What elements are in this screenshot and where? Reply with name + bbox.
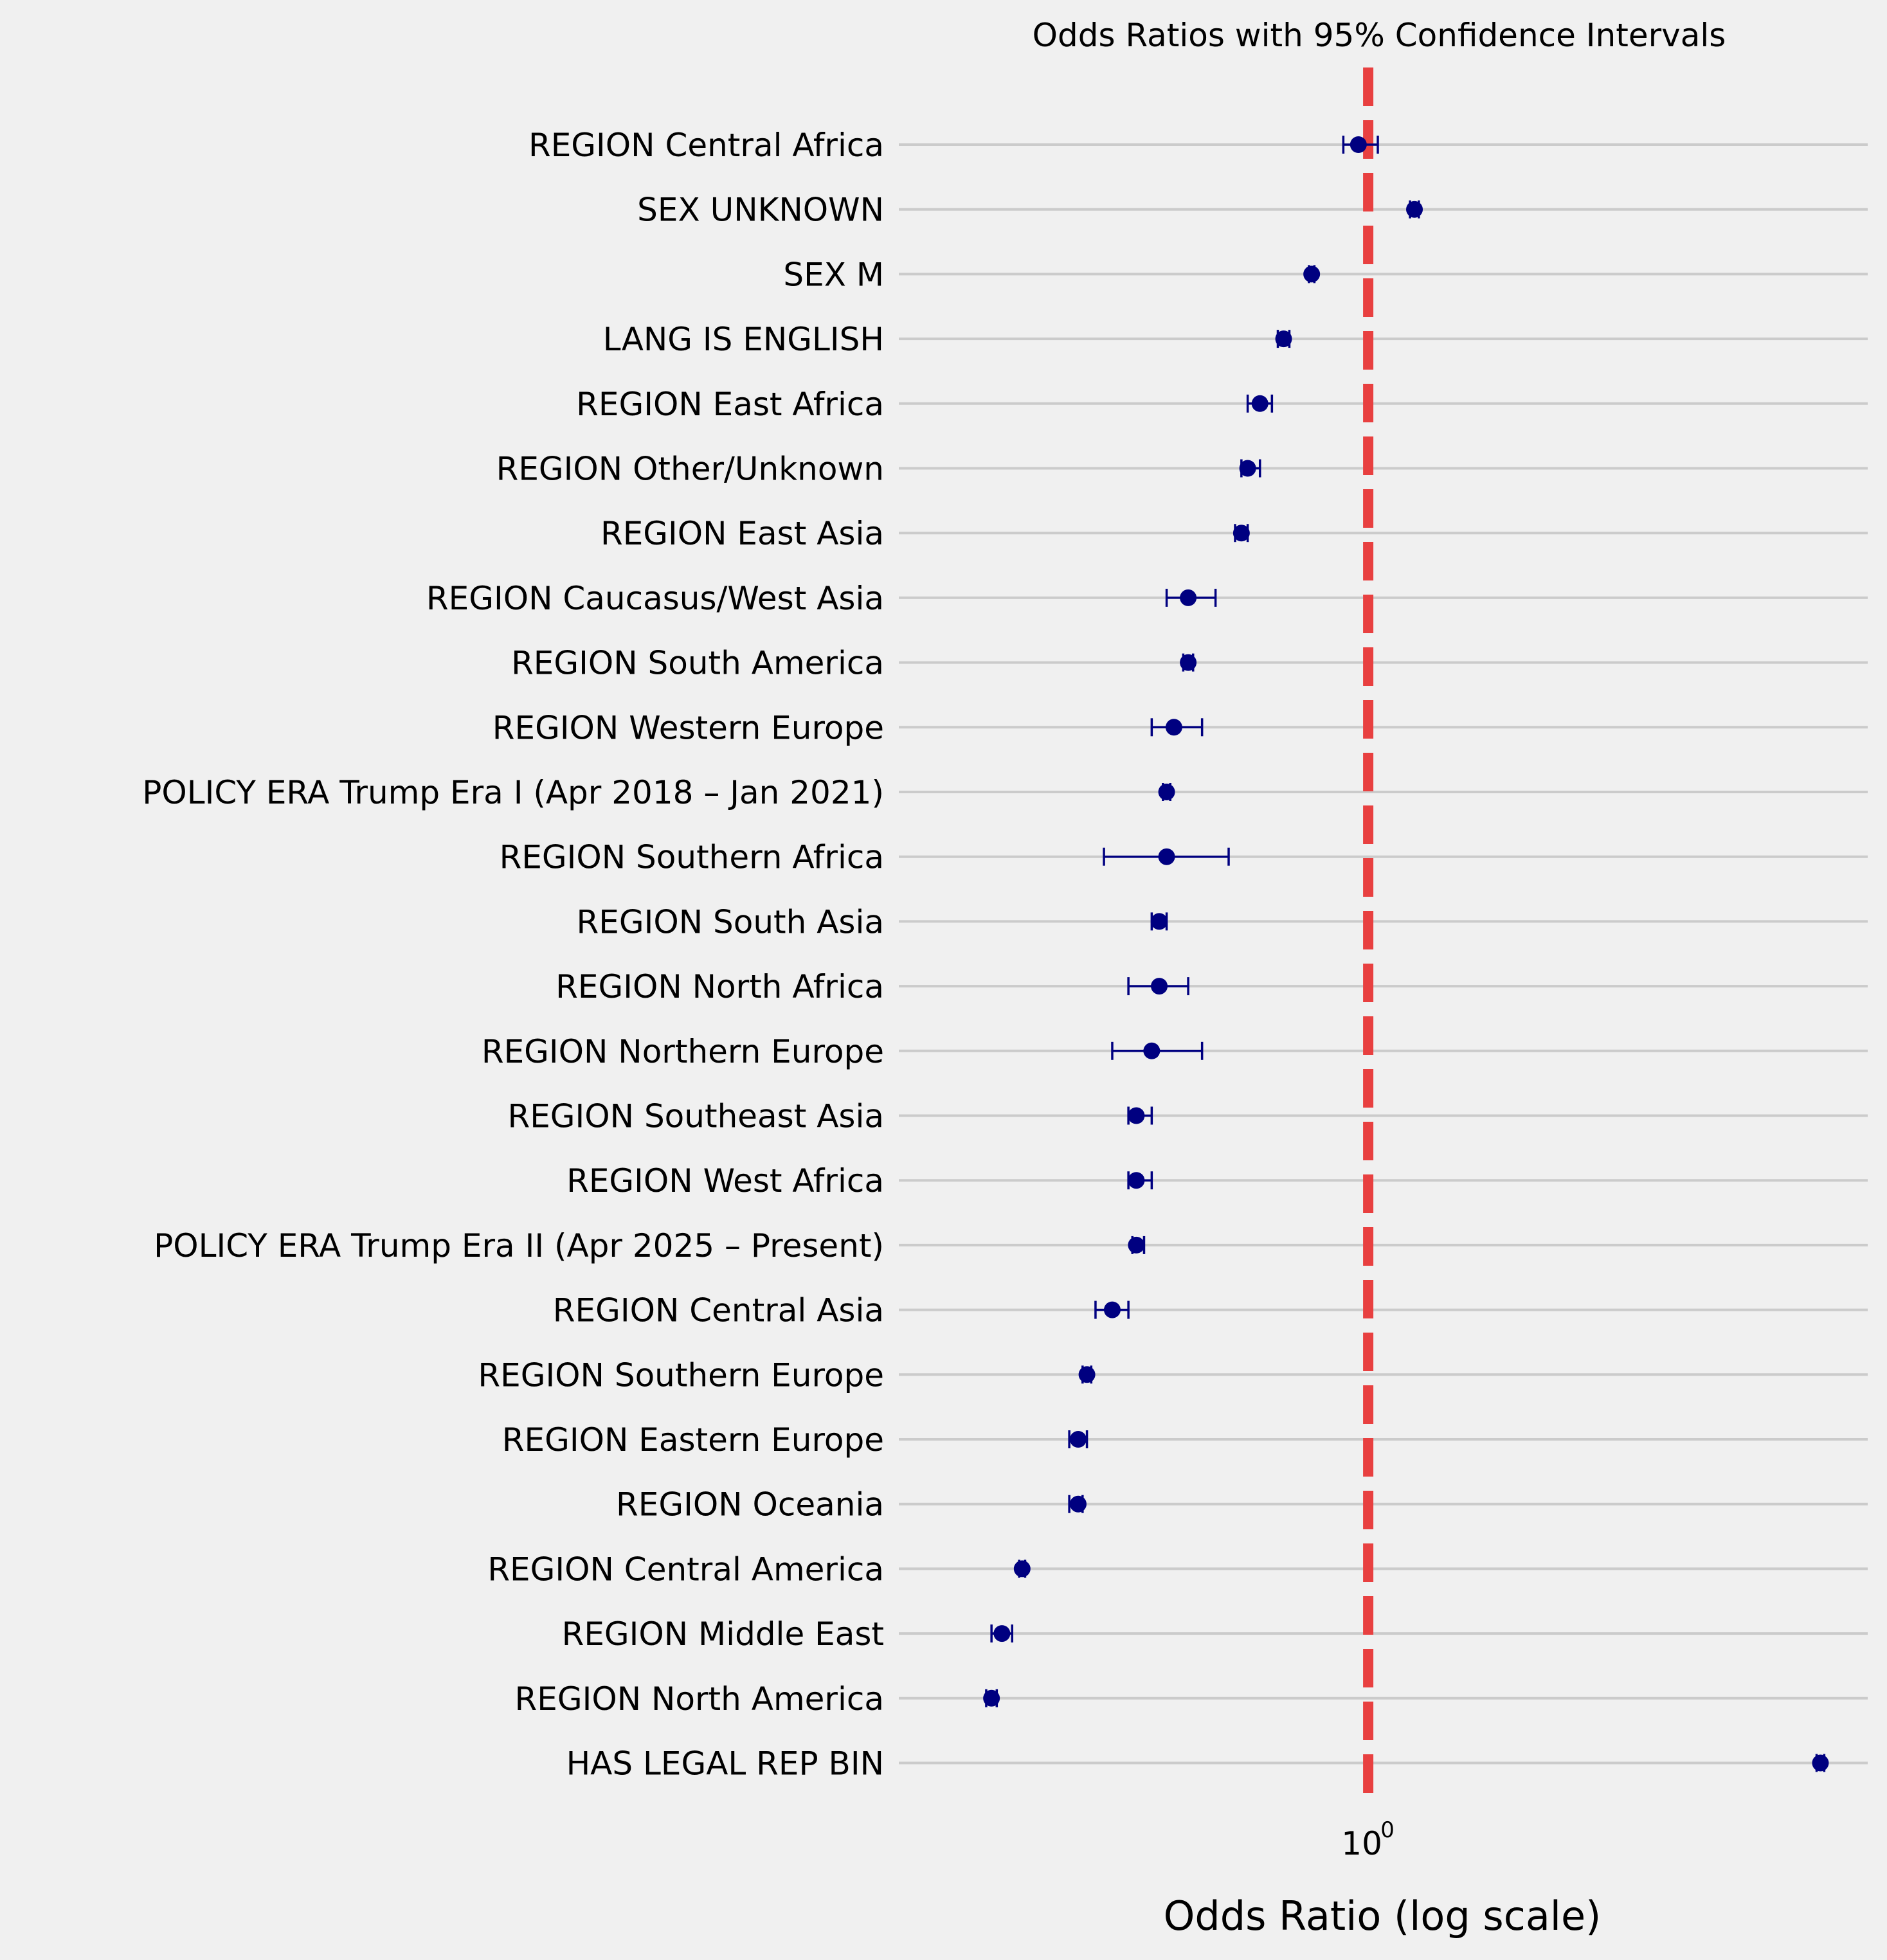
odds-ratio-point <box>1812 1754 1829 1772</box>
odds-ratio-point <box>1406 201 1423 218</box>
x-tick-labels: 100 <box>1341 1817 1395 1862</box>
odds-ratio-point <box>1103 1301 1121 1318</box>
odds-ratio-point <box>983 1689 1000 1707</box>
grid-lines <box>899 143 1868 1765</box>
y-tick-label: SEX UNKNOWN <box>637 192 884 229</box>
y-tick-label: REGION South Asia <box>577 903 884 940</box>
odds-ratio-point <box>1013 1560 1031 1578</box>
odds-ratio-points <box>983 136 1829 1772</box>
y-tick-label: REGION Central Asia <box>553 1292 884 1329</box>
y-tick-label: LANG IS ENGLISH <box>603 321 884 358</box>
y-tick-label: REGION Caucasus/West Asia <box>426 580 884 617</box>
y-tick-label: REGION Western Europe <box>492 709 884 746</box>
odds-ratio-point <box>1239 460 1256 477</box>
odds-ratio-point <box>1078 1366 1096 1383</box>
odds-ratio-point <box>1158 784 1175 800</box>
x-axis-label: Odds Ratio (log scale) <box>1164 1893 1602 1939</box>
odds-ratio-point <box>1069 1495 1087 1513</box>
y-tick-label: REGION Southern Europe <box>478 1356 884 1394</box>
y-tick-label: REGION West Africa <box>566 1162 884 1200</box>
y-tick-labels: REGION Central Africa SEX UNKNOWN SEX M LAN… <box>142 127 884 1783</box>
y-tick-label: REGION Southeast Asia <box>507 1098 884 1135</box>
y-tick-label: REGION Middle East <box>562 1615 884 1653</box>
y-tick-label: SEX M <box>783 256 884 293</box>
y-tick-label: REGION Northern Europe <box>482 1033 884 1070</box>
y-tick-label: REGION North Africa <box>555 968 884 1005</box>
y-tick-label: REGION Central Africa <box>528 127 884 164</box>
odds-ratio-point <box>1180 654 1197 671</box>
odds-ratio-point <box>1303 265 1321 283</box>
odds-ratio-point <box>1180 589 1197 606</box>
odds-ratio-point <box>1143 1042 1160 1059</box>
y-tick-label: REGION Southern Africa <box>500 839 884 876</box>
confidence-intervals <box>985 136 1826 1772</box>
y-tick-label: HAS LEGAL REP BIN <box>566 1745 884 1783</box>
y-tick-label: REGION East Asia <box>600 515 884 552</box>
odds-ratio-point <box>1232 525 1250 542</box>
y-tick-label: REGION Eastern Europe <box>502 1421 884 1459</box>
y-tick-label: REGION Oceania <box>616 1486 884 1524</box>
odds-ratio-point <box>1069 1431 1087 1448</box>
x-tick-exponent: 0 <box>1380 1817 1395 1843</box>
odds-ratio-point <box>1275 330 1292 348</box>
odds-ratio-point <box>1158 848 1175 865</box>
x-tick-label: 10 <box>1341 1825 1382 1862</box>
y-tick-label: REGION North America <box>515 1680 884 1718</box>
y-tick-label: POLICY ERA Trump Era II (Apr 2025 – Pres… <box>154 1227 884 1264</box>
odds-ratio-point <box>1350 136 1367 153</box>
odds-ratio-point <box>1128 1172 1145 1189</box>
odds-ratio-point <box>1151 913 1168 930</box>
odds-ratio-point <box>1128 1107 1145 1124</box>
odds-ratio-point <box>1251 395 1269 412</box>
chart-title: Odds Ratios with 95% Confidence Interval… <box>1033 17 1726 54</box>
odds-ratio-point <box>1151 978 1168 995</box>
y-tick-label: REGION Other/Unknown <box>496 451 884 488</box>
y-tick-label: REGION South America <box>511 645 884 682</box>
y-tick-label: POLICY ERA Trump Era I (Apr 2018 – Jan 2… <box>142 774 884 811</box>
odds-ratio-point <box>1128 1236 1145 1254</box>
odds-ratio-point <box>1165 719 1182 736</box>
y-tick-label: REGION Central America <box>487 1551 884 1588</box>
odds-ratio-point <box>993 1625 1011 1642</box>
y-tick-label: REGION East Africa <box>576 386 884 423</box>
